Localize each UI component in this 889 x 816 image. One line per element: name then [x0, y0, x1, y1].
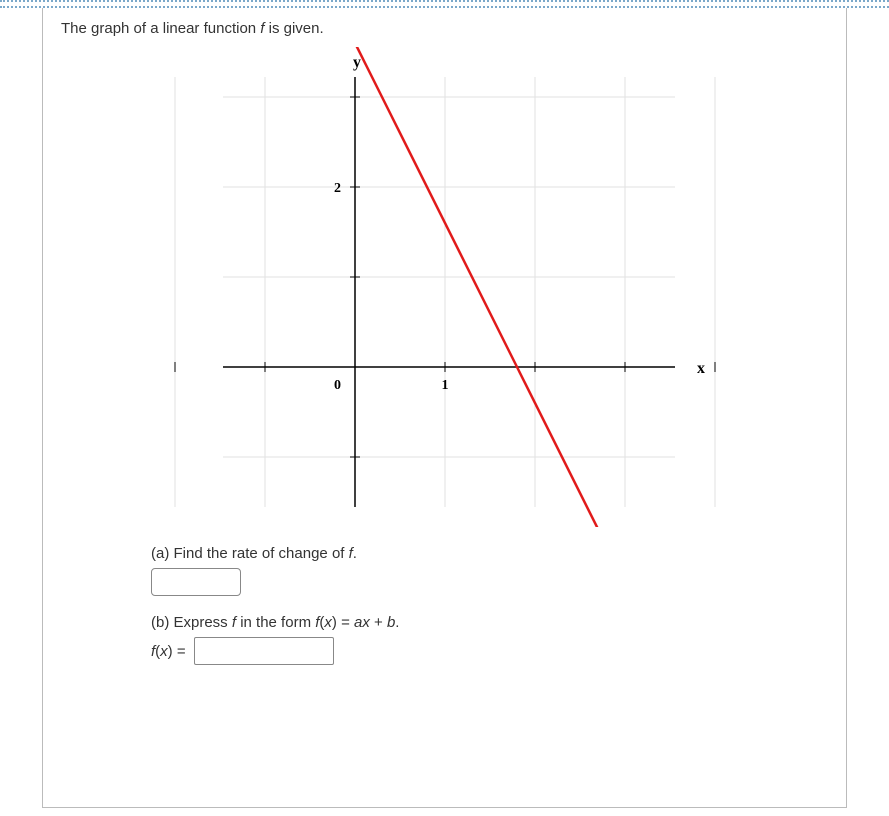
svg-text:2: 2 — [334, 181, 341, 196]
part-b-post: . — [395, 614, 399, 631]
part-a: (a) Find the rate of change of f. — [61, 545, 828, 596]
linear-function-chart: 1 2 0 x y — [165, 47, 725, 527]
svg-text:0: 0 — [334, 378, 341, 393]
part-a-pre: Find the rate of change of — [174, 545, 349, 562]
fx-lhs: f(x) = — [151, 643, 186, 660]
part-b-answer-input[interactable] — [194, 637, 334, 665]
part-b-mid: in the form — [236, 614, 315, 631]
form-plus: + — [370, 614, 387, 631]
form-x: x — [324, 614, 332, 631]
form-eq: ) = — [332, 614, 354, 631]
part-a-post: . — [353, 545, 357, 562]
part-b-label: (b) — [151, 614, 174, 631]
form-ax: ax — [354, 614, 370, 631]
question-card: The graph of a linear function f is give… — [42, 8, 847, 808]
svg-text:1: 1 — [441, 378, 448, 393]
question-title: The graph of a linear function f is give… — [61, 20, 828, 37]
part-a-answer-input[interactable] — [151, 568, 241, 596]
dotted-top-border — [0, 0, 889, 8]
part-a-label: (a) — [151, 545, 174, 562]
svg-text:y: y — [353, 54, 361, 71]
part-b: (b) Express f in the form f(x) = ax + b.… — [61, 614, 828, 665]
part-b-pre: Express — [174, 614, 232, 631]
title-pre: The graph of a linear function — [61, 20, 260, 37]
svg-text:x: x — [697, 360, 705, 377]
title-post: is given. — [264, 20, 323, 37]
